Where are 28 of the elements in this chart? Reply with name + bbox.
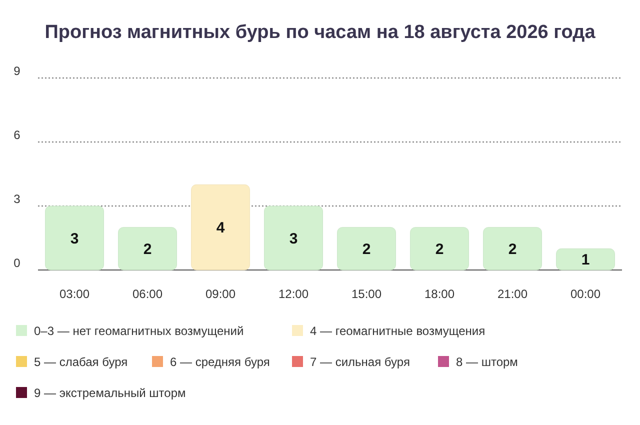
- data-label: 4: [216, 220, 226, 237]
- data-label: 3: [289, 230, 298, 248]
- x-tick-label: 12:00: [278, 287, 309, 301]
- x-tick-label: 03:00: [59, 287, 90, 301]
- x-tick-label: 09:00: [205, 287, 236, 301]
- data-label: 2: [362, 240, 371, 258]
- data-label: 1: [581, 252, 590, 269]
- y-tick-label: 3: [14, 192, 21, 206]
- y-tick-label: 6: [14, 128, 21, 142]
- legend-label: 9 — экстремальный шторм: [34, 386, 186, 400]
- legend-label: 8 — шторм: [456, 355, 518, 369]
- x-tick-label: 21:00: [497, 287, 528, 301]
- data-label: 2: [435, 240, 444, 258]
- data-label: 2: [508, 240, 517, 258]
- x-tick-label: 00:00: [570, 287, 601, 301]
- legend-label: 4 — геомагнитные возмущения: [310, 324, 486, 338]
- legend-label: 7 — сильная буря: [310, 355, 410, 369]
- x-tick-label: 18:00: [424, 287, 455, 301]
- y-tick-label: 0: [14, 256, 21, 270]
- data-label: 3: [70, 230, 79, 248]
- legend-label: 6 — средняя буря: [170, 355, 270, 369]
- data-label: 2: [143, 240, 152, 258]
- legend-label: 0–3 — нет геомагнитных возмущений: [34, 324, 244, 338]
- x-tick-label: 06:00: [132, 287, 163, 301]
- y-tick-label: 9: [14, 64, 21, 78]
- legend-label: 5 — слабая буря: [34, 355, 128, 369]
- x-tick-label: 15:00: [351, 287, 382, 301]
- chart-title: Прогноз магнитных бурь по часам на 18 августа 2026 года: [44, 22, 596, 43]
